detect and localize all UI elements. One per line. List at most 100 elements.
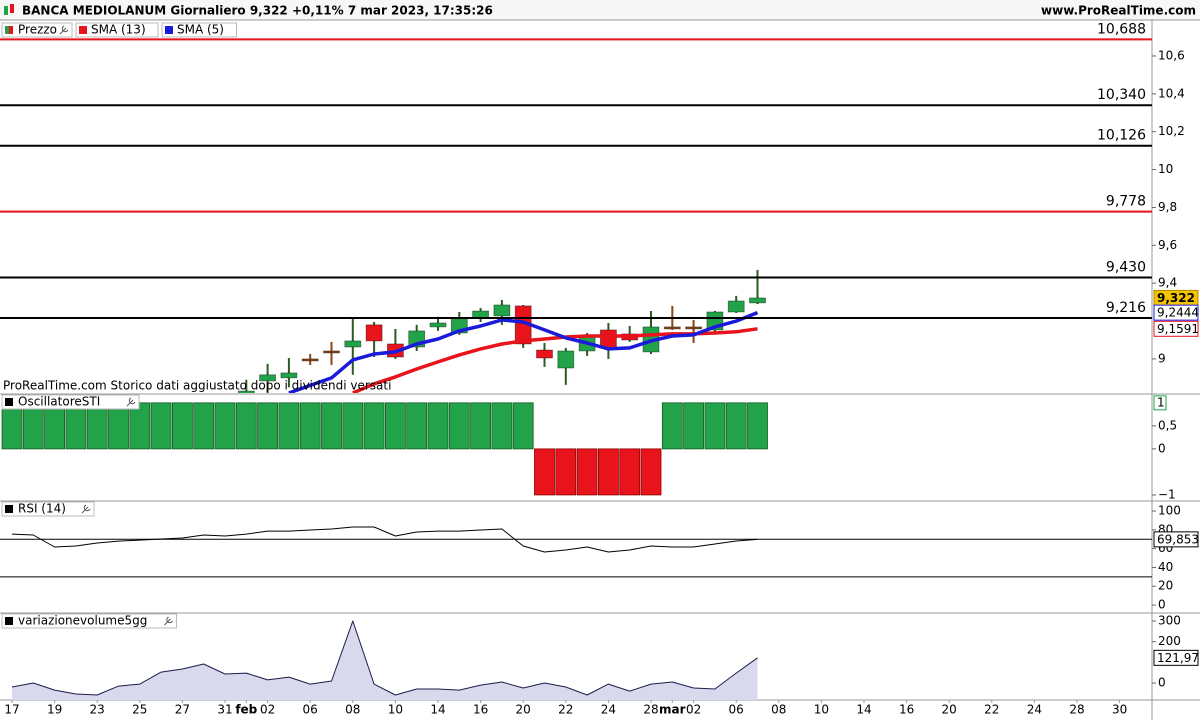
data-note: ProRealTime.com Storico dati aggiustato …	[3, 379, 391, 393]
y-tick-label: 0	[1158, 676, 1166, 690]
panel-title: RSI (14)	[18, 502, 66, 516]
candle-body	[600, 329, 617, 349]
y-tick-label: 9	[1158, 351, 1166, 365]
panel-title-icon	[5, 505, 13, 513]
bar	[214, 402, 236, 450]
bar	[640, 448, 662, 496]
y-tick-label: 40	[1158, 560, 1173, 574]
last-value-label: 121,97	[1153, 649, 1199, 666]
candle-body	[727, 300, 745, 313]
bar	[427, 402, 449, 450]
x-tick-label: feb	[235, 703, 257, 717]
x-tick-label: 10	[814, 703, 829, 717]
bar	[512, 402, 534, 450]
legend-box	[161, 22, 237, 38]
panel-title-box	[1, 613, 177, 629]
bar	[747, 402, 768, 450]
settings-icon	[126, 397, 136, 407]
last-value-label: 9,1591	[1153, 320, 1199, 337]
bar	[683, 402, 704, 450]
level-label: 9,430	[1106, 260, 1146, 276]
y-tick-label: 0	[1158, 598, 1166, 612]
y-tick-label: 9,4	[1158, 276, 1177, 290]
x-tick-label: 30	[1112, 703, 1127, 717]
legend-label: Prezzo	[18, 23, 57, 37]
candle-body	[365, 324, 383, 342]
y-tick-label: 9,6	[1158, 238, 1177, 252]
x-tick-label: 06	[303, 703, 318, 717]
settings-icon	[59, 25, 69, 35]
bar	[22, 402, 44, 450]
x-tick-label: 10	[388, 703, 403, 717]
y-tick-label: 9,8	[1158, 200, 1177, 214]
level-label: 9,778	[1106, 194, 1146, 210]
y-tick-label: −1	[1158, 487, 1176, 501]
x-tick-label: 14	[856, 703, 871, 717]
level-label: 9,216	[1106, 300, 1146, 316]
bar	[598, 448, 619, 496]
level-label: 10,340	[1097, 87, 1146, 103]
panel-title-box	[1, 501, 95, 517]
site-link[interactable]: www.ProRealTime.com	[1041, 4, 1196, 18]
bar	[725, 402, 747, 450]
last-value-label-text: 9,1591	[1157, 322, 1199, 336]
candle-body	[557, 350, 575, 369]
candle-body	[429, 322, 447, 328]
bar	[108, 402, 129, 450]
x-tick-label: 20	[516, 703, 531, 717]
x-tick-label: 08	[771, 703, 786, 717]
series-line	[11, 620, 758, 696]
bar	[661, 402, 683, 450]
panel-plot	[11, 620, 758, 700]
panel-title-box	[1, 394, 140, 410]
bar	[86, 402, 108, 450]
bar	[448, 402, 470, 450]
last-price-label: 9,322	[1153, 289, 1199, 306]
app-icon	[4, 4, 14, 15]
bar	[193, 402, 215, 450]
level-label: 10,126	[1097, 128, 1146, 144]
legend-box	[75, 22, 159, 38]
settings-icon	[164, 616, 173, 626]
x-tick-label: 28	[1069, 703, 1084, 717]
level-label: 10,688	[1097, 21, 1146, 37]
last-value-box	[1153, 395, 1167, 411]
y-tick-label: 10,4	[1158, 86, 1185, 100]
last-price-label-text: 9,322	[1157, 291, 1195, 305]
candle-body	[259, 374, 277, 382]
candle-body	[536, 349, 553, 359]
y-tick-label: 0	[1158, 441, 1166, 455]
legend-swatch	[165, 26, 173, 34]
bar	[129, 402, 151, 450]
area-fill	[12, 621, 758, 700]
candle-body	[280, 372, 298, 379]
y-tick-label: 100	[1158, 504, 1181, 518]
header-bar	[0, 0, 1200, 20]
y-tick-label: 10,2	[1158, 124, 1185, 138]
y-tick-label: 200	[1158, 634, 1181, 648]
legend-swatch	[79, 26, 87, 34]
x-tick-label: mar	[659, 703, 686, 717]
bar	[555, 448, 577, 496]
last-value-label-text: 121,97	[1157, 651, 1199, 665]
bar	[321, 402, 342, 450]
bar	[299, 402, 321, 450]
candle-body	[493, 304, 511, 317]
panel-plot	[0, 526, 1152, 578]
candle-body	[344, 340, 362, 348]
bar	[65, 402, 87, 450]
candle-body	[663, 326, 681, 330]
y-tick-label: 20	[1158, 579, 1173, 593]
y-tick-label: 300	[1158, 614, 1181, 628]
bar	[1, 402, 23, 450]
candle-body	[749, 297, 766, 304]
candle-body	[237, 390, 255, 393]
bar	[470, 402, 492, 450]
last-value-label: 9,2444	[1153, 304, 1199, 321]
series-line	[288, 310, 759, 393]
last-value-label-text: 9,2444	[1157, 306, 1199, 320]
last-value-label-box	[1153, 649, 1199, 666]
panel-title: OscillatoreSTI	[18, 395, 100, 409]
